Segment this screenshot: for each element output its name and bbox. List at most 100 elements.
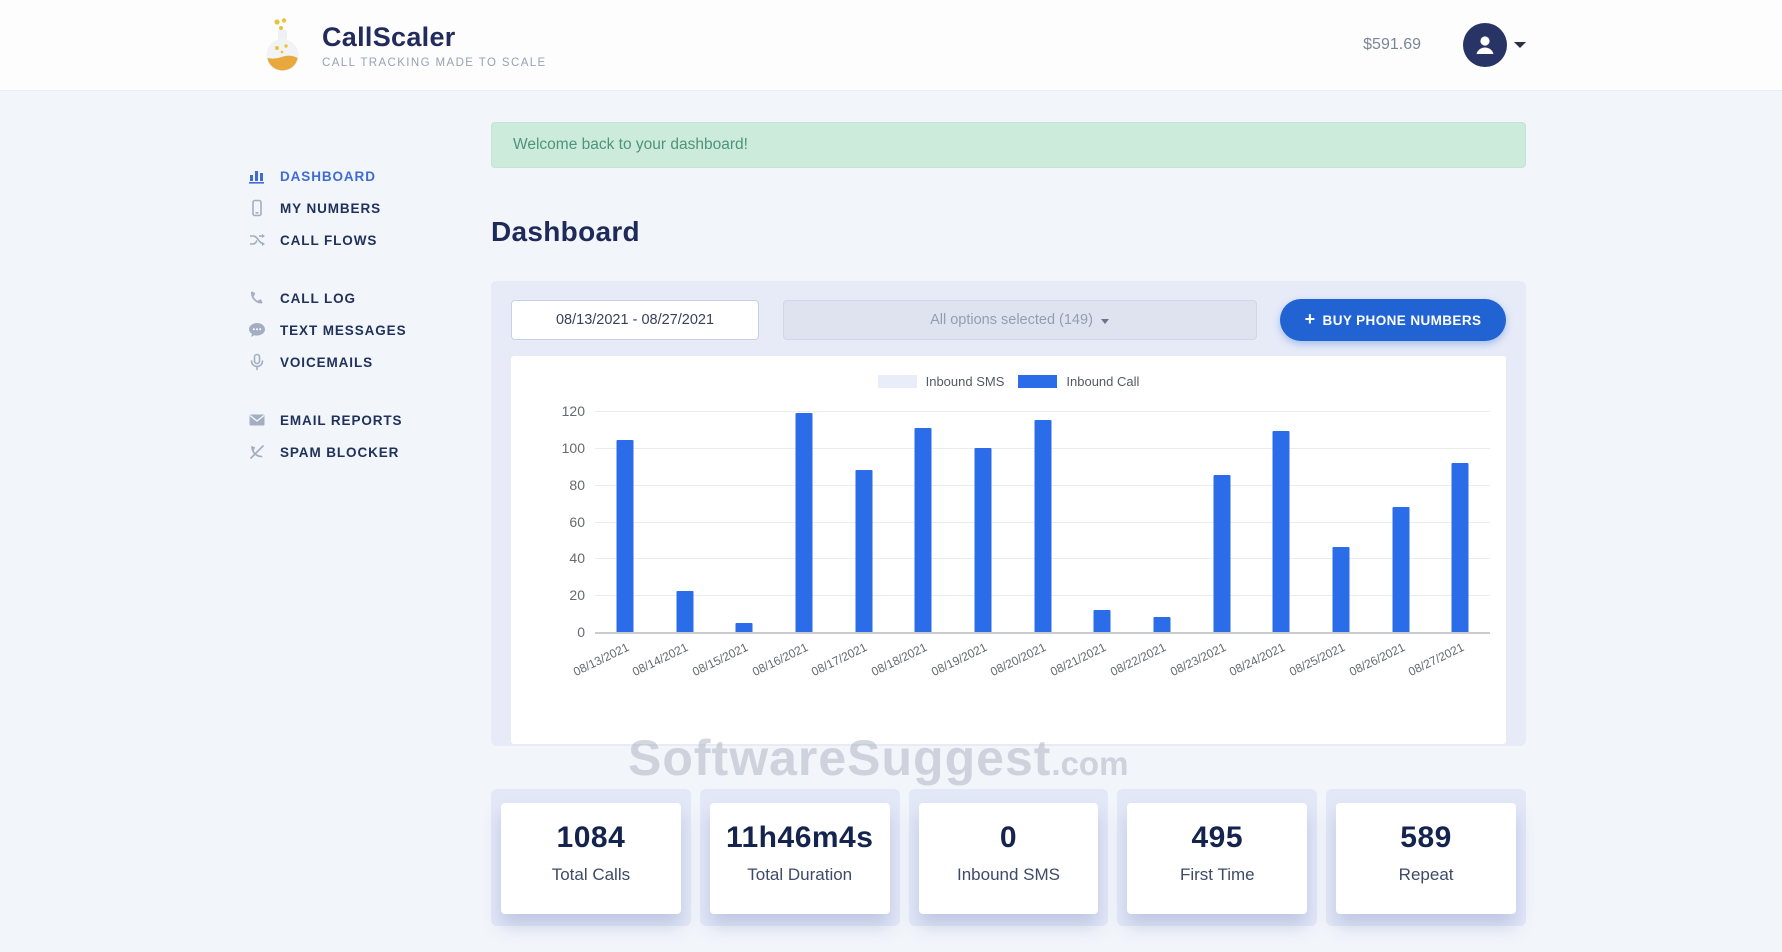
bar-column: 08/20/2021	[989, 411, 1073, 679]
stat-card-inbound-sms: 0 Inbound SMS	[908, 789, 1109, 926]
bar-column: 08/27/2021	[1406, 411, 1490, 679]
sidebar-item-label: TEXT MESSAGES	[280, 322, 407, 338]
plus-icon: +	[1304, 308, 1316, 329]
bar-inbound-call[interactable]	[1093, 609, 1111, 632]
stat-value: 495	[1191, 821, 1244, 854]
buy-phone-numbers-button[interactable]: + BUY PHONE NUMBERS	[1280, 299, 1506, 341]
page-title: Dashboard	[491, 216, 640, 247]
bar-inbound-call[interactable]	[616, 440, 634, 632]
stat-card-total-calls: 1084 Total Calls	[491, 789, 691, 926]
x-axis-tick-label: 08/18/2021	[869, 640, 930, 679]
x-axis-tick-label: 08/13/2021	[570, 640, 631, 679]
shuffle-icon	[247, 231, 267, 249]
stat-card-repeat: 589 Repeat	[1326, 789, 1526, 926]
legend-swatch-inbound-sms	[877, 375, 917, 388]
bar-column: 08/24/2021	[1227, 411, 1311, 679]
legend-item-inbound-sms[interactable]: Inbound SMS	[877, 374, 1005, 389]
bar-columns: 08/13/2021 08/14/2021 08/15/2021 08/16/2021…	[571, 411, 1490, 679]
legend-item-inbound-call[interactable]: Inbound Call	[1018, 374, 1139, 389]
phone-slash-icon	[247, 443, 267, 461]
x-axis-tick-label: 08/14/2021	[630, 640, 691, 679]
bar-column: 08/15/2021	[690, 411, 774, 679]
phone-icon	[247, 289, 267, 307]
y-axis-tick-label: 40	[569, 550, 585, 567]
filter-row: All options selected (149) + BUY PHONE N…	[511, 299, 1506, 341]
stat-label: First Time	[1179, 865, 1255, 884]
numbers-filter-select[interactable]: All options selected (149)	[782, 300, 1257, 340]
inbound-activity-chart: Inbound SMS Inbound Call 0 20 40 60 80 100 120…	[511, 356, 1506, 744]
bar-column: 08/25/2021	[1287, 411, 1371, 679]
legend-swatch-inbound-call	[1018, 375, 1058, 388]
flask-logo-icon	[260, 17, 306, 73]
date-range-input[interactable]	[511, 300, 759, 340]
bar-inbound-call[interactable]	[914, 427, 932, 632]
bar-inbound-call[interactable]	[855, 469, 873, 632]
y-axis-tick-label: 20	[569, 587, 585, 604]
sidebar-item-email-reports[interactable]: EMAIL REPORTS	[247, 404, 477, 436]
user-avatar-icon[interactable]	[1463, 23, 1507, 67]
sidebar-item-label: SPAM BLOCKER	[280, 444, 400, 460]
x-axis-tick-label: 08/25/2021	[1286, 640, 1348, 679]
envelope-icon	[247, 411, 267, 429]
sidebar-item-call-log[interactable]: CALL LOG	[247, 282, 477, 314]
stat-label: Repeat	[1398, 865, 1454, 884]
stat-value: 11h46m4s	[725, 821, 874, 854]
numbers-filter-label: All options selected (149)	[930, 312, 1093, 328]
sidebar-item-text-messages[interactable]: TEXT MESSAGES	[247, 314, 477, 346]
dashboard-panel: All options selected (149) + BUY PHONE N…	[491, 281, 1526, 746]
y-axis-tick-label: 120	[561, 403, 585, 419]
user-menu[interactable]	[1463, 23, 1526, 67]
bar-inbound-call[interactable]	[795, 412, 813, 632]
sidebar-item-label: DASHBOARD	[280, 168, 376, 184]
x-axis-tick-label: 08/27/2021	[1406, 640, 1467, 679]
stats-row: 1084 Total Calls 11h46m4s Total Duration…	[491, 789, 1526, 926]
sidebar-item-call-flows[interactable]: CALL FLOWS	[247, 224, 477, 256]
top-header: CallScaler CALL TRACKING MADE TO SCALE $…	[0, 0, 1782, 90]
stat-value: 0	[999, 821, 1018, 854]
bar-inbound-call[interactable]	[676, 591, 693, 632]
sidebar-item-my-numbers[interactable]: MY NUMBERS	[247, 192, 477, 224]
stat-card-first-time: 495 First Time	[1117, 789, 1318, 926]
sidebar-item-label: CALL FLOWS	[280, 232, 378, 248]
x-axis-tick-label: 08/15/2021	[690, 640, 751, 679]
bar-inbound-call[interactable]	[1392, 506, 1410, 632]
bar-inbound-call[interactable]	[974, 447, 992, 632]
stat-value: 1084	[556, 821, 626, 854]
x-axis-tick-label: 08/19/2021	[928, 640, 990, 679]
y-axis-tick-label: 80	[569, 476, 585, 493]
x-axis-tick-label: 08/23/2021	[1167, 640, 1228, 679]
chevron-down-icon	[1100, 318, 1109, 324]
mobile-icon	[247, 199, 267, 217]
sidebar-item-spam-blocker[interactable]: SPAM BLOCKER	[247, 436, 477, 468]
bar-inbound-call[interactable]	[1034, 420, 1052, 632]
bar-inbound-call[interactable]	[1213, 475, 1231, 632]
sidebar-item-voicemails[interactable]: VOICEMAILS	[247, 346, 477, 378]
buy-phone-numbers-label: BUY PHONE NUMBERS	[1322, 312, 1482, 328]
sidebar-item-dashboard[interactable]: DASHBOARD	[247, 160, 477, 192]
bar-column: 08/22/2021	[1108, 411, 1192, 679]
chat-bubble-icon	[247, 321, 267, 339]
stat-label: Inbound SMS	[956, 865, 1060, 884]
x-axis-tick-label: 08/24/2021	[1227, 640, 1288, 679]
legend-label: Inbound SMS	[925, 374, 1005, 389]
gridline	[595, 411, 1490, 412]
bar-inbound-call[interactable]	[1451, 462, 1469, 632]
legend-label: Inbound Call	[1066, 374, 1140, 389]
microphone-icon	[247, 353, 267, 371]
bar-inbound-call[interactable]	[1153, 617, 1171, 632]
chevron-down-icon	[1514, 42, 1526, 48]
brand-tagline: CALL TRACKING MADE TO SCALE	[322, 56, 547, 69]
bar-inbound-call[interactable]	[1332, 547, 1350, 632]
x-axis-tick-label: 08/21/2021	[1048, 640, 1109, 679]
bar-inbound-call[interactable]	[1272, 431, 1290, 632]
welcome-banner-text: Welcome back to your dashboard!	[513, 136, 748, 153]
brand[interactable]: CallScaler CALL TRACKING MADE TO SCALE	[260, 17, 547, 73]
bar-inbound-call[interactable]	[735, 622, 753, 632]
sidebar-item-label: EMAIL REPORTS	[280, 412, 403, 428]
gridline	[595, 632, 1490, 634]
y-axis-tick-label: 60	[569, 513, 585, 530]
sidebar-item-label: VOICEMAILS	[280, 354, 374, 370]
brand-name: CallScaler	[322, 21, 456, 52]
sidebar-nav: DASHBOARD MY NUMBERS CALL FLOWS	[247, 160, 477, 494]
account-balance: $591.69	[1363, 36, 1421, 53]
